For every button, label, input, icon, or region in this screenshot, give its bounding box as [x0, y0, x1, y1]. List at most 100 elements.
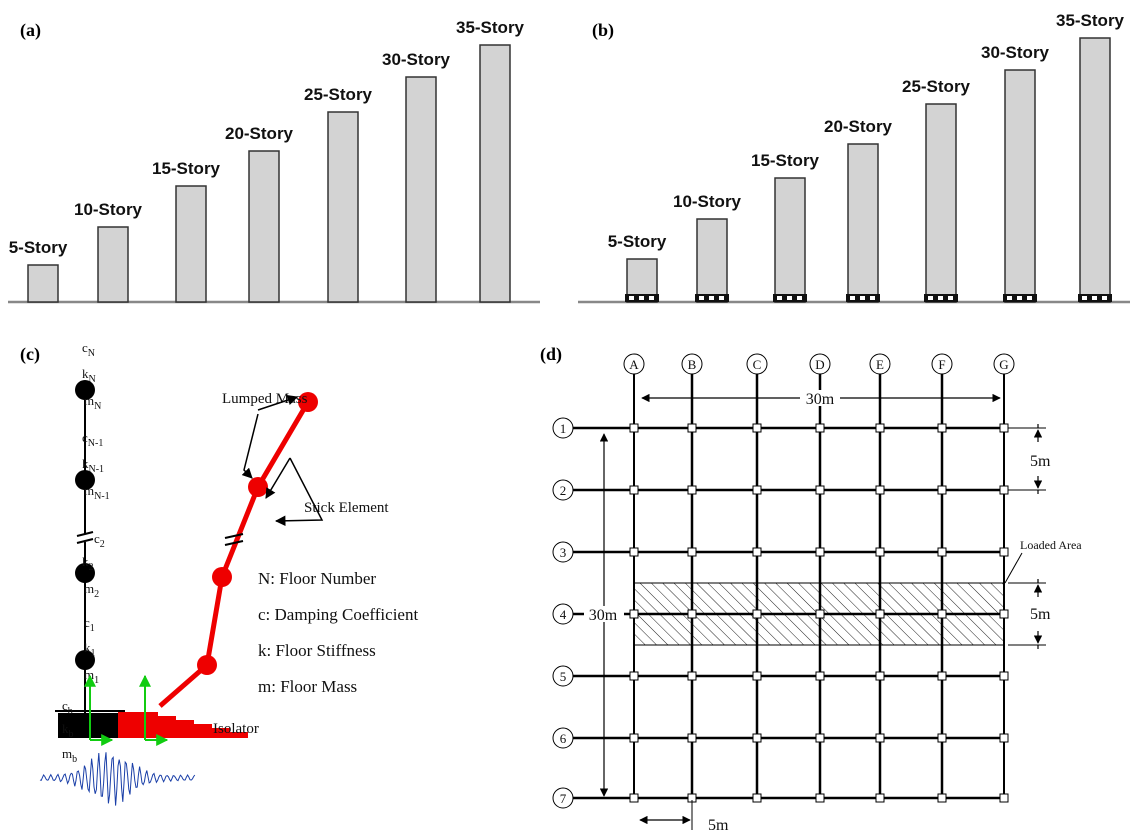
isolator-pad: [649, 296, 654, 300]
node: [876, 486, 884, 494]
isolator-pad: [787, 296, 792, 300]
row-label: 5: [560, 669, 567, 684]
column-label: C: [753, 357, 762, 372]
node: [876, 424, 884, 432]
isolator-pad: [699, 296, 704, 300]
node: [688, 734, 696, 742]
isolator-pad: [629, 296, 634, 300]
deformed-mass: [248, 477, 268, 497]
node: [630, 794, 638, 802]
node: [1000, 672, 1008, 680]
row-label: 2: [560, 483, 567, 498]
node: [1000, 610, 1008, 618]
node: [816, 794, 824, 802]
subscript: 1: [94, 675, 99, 686]
node: [1000, 424, 1008, 432]
deformed-mass: [212, 567, 232, 587]
isolator-pad: [709, 296, 714, 300]
node: [753, 486, 761, 494]
subscript: 2: [100, 539, 105, 550]
node: [938, 672, 946, 680]
annotation: Loaded Area: [1020, 538, 1082, 552]
node: [688, 672, 696, 680]
dimension-label: 30m: [589, 607, 618, 624]
subscript: b: [72, 754, 77, 765]
legend-text: c: Damping Coefficient: [258, 605, 418, 624]
panel-label: (a): [20, 20, 41, 41]
node: [938, 424, 946, 432]
panel-label: (c): [20, 344, 40, 365]
row-label: 4: [560, 607, 567, 622]
node: [816, 424, 824, 432]
background: [0, 0, 1137, 837]
node: [1000, 486, 1008, 494]
building-label: 5-Story: [608, 232, 667, 251]
annotation: Stick Element: [304, 500, 389, 516]
node: [688, 486, 696, 494]
building: [926, 104, 956, 302]
building-label: 20-Story: [225, 124, 294, 143]
building: [848, 144, 878, 302]
node: [1000, 734, 1008, 742]
isolator-pad: [719, 296, 724, 300]
subscript: 1: [90, 623, 95, 634]
column-label: E: [876, 357, 884, 372]
building: [775, 178, 805, 302]
panel-label: (d): [540, 344, 562, 365]
isolator-pad: [948, 296, 953, 300]
node: [876, 610, 884, 618]
node: [816, 486, 824, 494]
annotation: Isolator: [213, 721, 259, 737]
legend-text: k: Floor Stiffness: [258, 641, 376, 660]
node: [630, 734, 638, 742]
building: [1080, 38, 1110, 302]
node: [630, 424, 638, 432]
node: [938, 794, 946, 802]
building: [328, 112, 358, 302]
panel-label: (b): [592, 20, 614, 41]
node: [1000, 794, 1008, 802]
node: [938, 548, 946, 556]
row-label: 1: [560, 421, 567, 436]
subscript: N-1: [94, 491, 110, 502]
building-label: 20-Story: [824, 117, 893, 136]
node: [630, 548, 638, 556]
deformed-mass: [197, 655, 217, 675]
building-label: 30-Story: [981, 43, 1050, 62]
row-label: 6: [560, 731, 567, 746]
building-label: 30-Story: [382, 50, 451, 69]
annotation: Lumped Mass: [222, 391, 308, 407]
node: [630, 486, 638, 494]
figure: (a)5-Story10-Story15-Story20-Story25-Sto…: [0, 0, 1137, 837]
node: [816, 610, 824, 618]
subscript: N-1: [89, 464, 105, 475]
row-label: 7: [560, 791, 567, 806]
node: [753, 610, 761, 618]
isolator-pad: [938, 296, 943, 300]
dimension-label: 5m: [1030, 606, 1051, 623]
node: [876, 794, 884, 802]
isolator-pad: [1017, 296, 1022, 300]
isolator-pad: [1007, 296, 1012, 300]
subscript: 1: [91, 648, 96, 659]
isolator-pad: [1082, 296, 1087, 300]
column-label: F: [938, 357, 945, 372]
isolator-pad: [1092, 296, 1097, 300]
node: [938, 734, 946, 742]
building-label: 25-Story: [902, 77, 971, 96]
building: [28, 265, 58, 302]
node: [753, 548, 761, 556]
subscript: 2: [89, 562, 94, 573]
dimension-label: 30m: [806, 391, 835, 408]
building: [176, 186, 206, 302]
building: [480, 45, 510, 302]
legend-text: m: Floor Mass: [258, 677, 357, 696]
node: [876, 734, 884, 742]
node: [816, 548, 824, 556]
subscript: N-1: [88, 438, 104, 449]
dimension-label: 5m: [1030, 453, 1051, 470]
isolator-pad: [639, 296, 644, 300]
isolator-pad: [860, 296, 865, 300]
node: [938, 610, 946, 618]
subscript: N: [88, 348, 95, 359]
